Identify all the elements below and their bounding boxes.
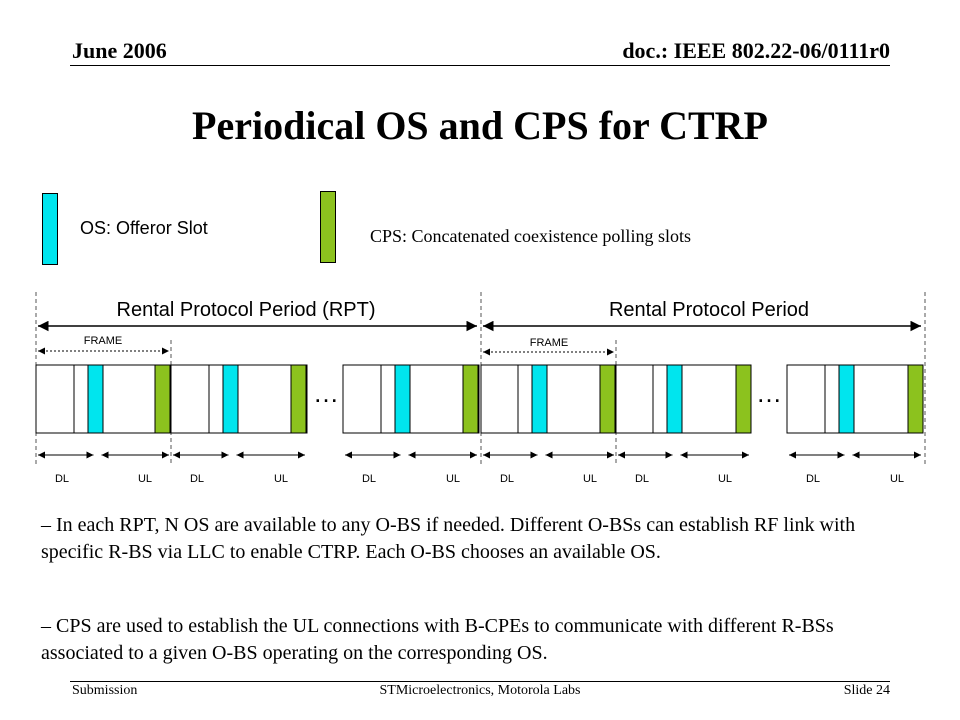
rpt2-label: Rental Protocol Period (609, 299, 809, 321)
legend-os-label: OS: Offeror Slot (80, 218, 208, 238)
ul-label: UL (890, 473, 904, 485)
ul-label: UL (583, 473, 597, 485)
body-paragraph-cps: – CPS are used to establish the UL conne… (41, 615, 834, 664)
header-date: June 2006 (72, 38, 167, 63)
cps-slot (735, 364, 752, 434)
dl-label: DL (806, 473, 820, 485)
diagram-labels: Rental Protocol Period (RPT) Rental Prot… (84, 299, 809, 408)
header-rule (70, 65, 890, 66)
rpt1-label: Rental Protocol Period (RPT) (117, 299, 376, 321)
body-paragraph-os: – In each RPT, N OS are available to any… (41, 514, 856, 563)
legend-cps-label: CPS: Concatenated coexistence polling sl… (370, 226, 691, 246)
dl-label: DL (362, 473, 376, 485)
dl-ul-labels: DL UL DL UL DL UL DL UL DL UL DL UL (55, 473, 904, 485)
frame-box (170, 364, 308, 434)
ellipsis-1: … (313, 378, 339, 408)
cps-slot (462, 364, 479, 434)
cps-slot (154, 364, 171, 434)
os-slot (838, 364, 855, 434)
ellipsis-2: … (756, 378, 782, 408)
dl-label: DL (635, 473, 649, 485)
cps-slot (907, 364, 924, 434)
os-slot (222, 364, 239, 434)
dl-label: DL (500, 473, 514, 485)
frame-box (480, 364, 617, 434)
slide-title: Periodical OS and CPS for CTRP (192, 103, 768, 148)
footer-slide-number: Slide 24 (843, 683, 890, 698)
ul-label: UL (138, 473, 152, 485)
ul-label: UL (274, 473, 288, 485)
dimension-arrows (38, 320, 921, 459)
frame-label-2: FRAME (530, 337, 569, 349)
frame-label-1: FRAME (84, 335, 123, 347)
cps-slot (599, 364, 616, 434)
header-doc-id: doc.: IEEE 802.22-06/0111r0 (622, 38, 890, 63)
footer-rule (70, 681, 890, 682)
frame-box (786, 364, 924, 434)
dl-label: DL (190, 473, 204, 485)
os-slot (394, 364, 411, 434)
footer-submission: Submission (72, 683, 138, 698)
os-slot (666, 364, 683, 434)
legend-cps-swatch (320, 191, 336, 263)
ul-label: UL (446, 473, 460, 485)
cps-slot (290, 364, 307, 434)
frame-box (342, 364, 480, 434)
os-slot (87, 364, 104, 434)
frame-blocks (35, 364, 924, 434)
frame-box (615, 364, 752, 434)
dl-label: DL (55, 473, 69, 485)
os-slot (531, 364, 548, 434)
legend-os-swatch (42, 193, 58, 265)
footer-organizations: STMicroelectronics, Motorola Labs (379, 683, 581, 698)
rpt-frame-diagram: Rental Protocol Period (RPT) Rental Prot… (35, 292, 926, 485)
ul-label: UL (718, 473, 732, 485)
